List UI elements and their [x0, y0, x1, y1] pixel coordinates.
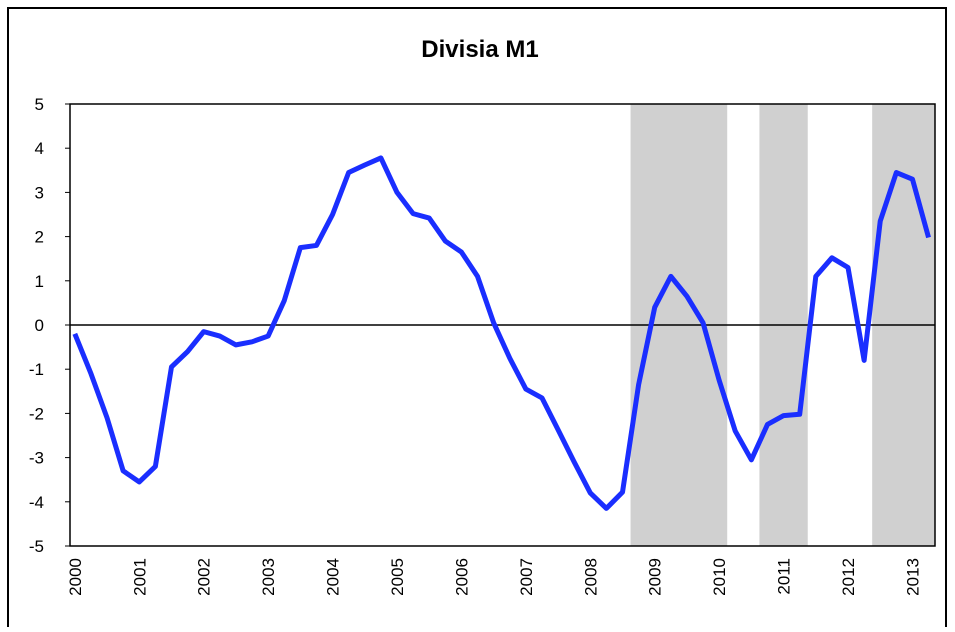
chart-title: Divisia M1: [421, 36, 538, 63]
y-tick-label: -2: [29, 404, 44, 423]
x-tick-label: 2011: [775, 558, 794, 595]
chart-frame: [7, 7, 947, 632]
y-tick-label: 5: [35, 95, 44, 114]
y-tick-label: 4: [35, 139, 44, 158]
y-tick-label: -5: [29, 537, 44, 556]
y-tick-label: -1: [29, 360, 44, 379]
data-line: [72, 155, 931, 511]
y-tick-label: 3: [35, 183, 44, 202]
x-tick-label: 2004: [324, 558, 343, 596]
x-tick-label: 2003: [259, 558, 278, 596]
y-tick-label: -4: [29, 493, 44, 512]
y-tick-label: 2: [35, 228, 44, 247]
x-tick-label: 2006: [452, 558, 471, 596]
x-tick-label: 2000: [66, 558, 85, 596]
x-tick-label: 2007: [517, 558, 536, 596]
y-tick-label: 1: [35, 272, 44, 291]
x-tick-label: 2010: [710, 558, 729, 596]
y-tick-label: -3: [29, 449, 44, 468]
x-tick-label: 2005: [388, 558, 407, 596]
x-tick-label: 2009: [646, 558, 665, 596]
y-tick-label: 0: [35, 316, 44, 335]
x-tick-label: 2002: [195, 558, 214, 596]
x-tick-label: 2012: [839, 558, 858, 596]
x-tick-label: 2008: [581, 558, 600, 596]
x-tick-label: 2001: [130, 558, 149, 596]
x-tick-label: 2013: [903, 558, 922, 596]
plot-frame: [69, 103, 936, 547]
